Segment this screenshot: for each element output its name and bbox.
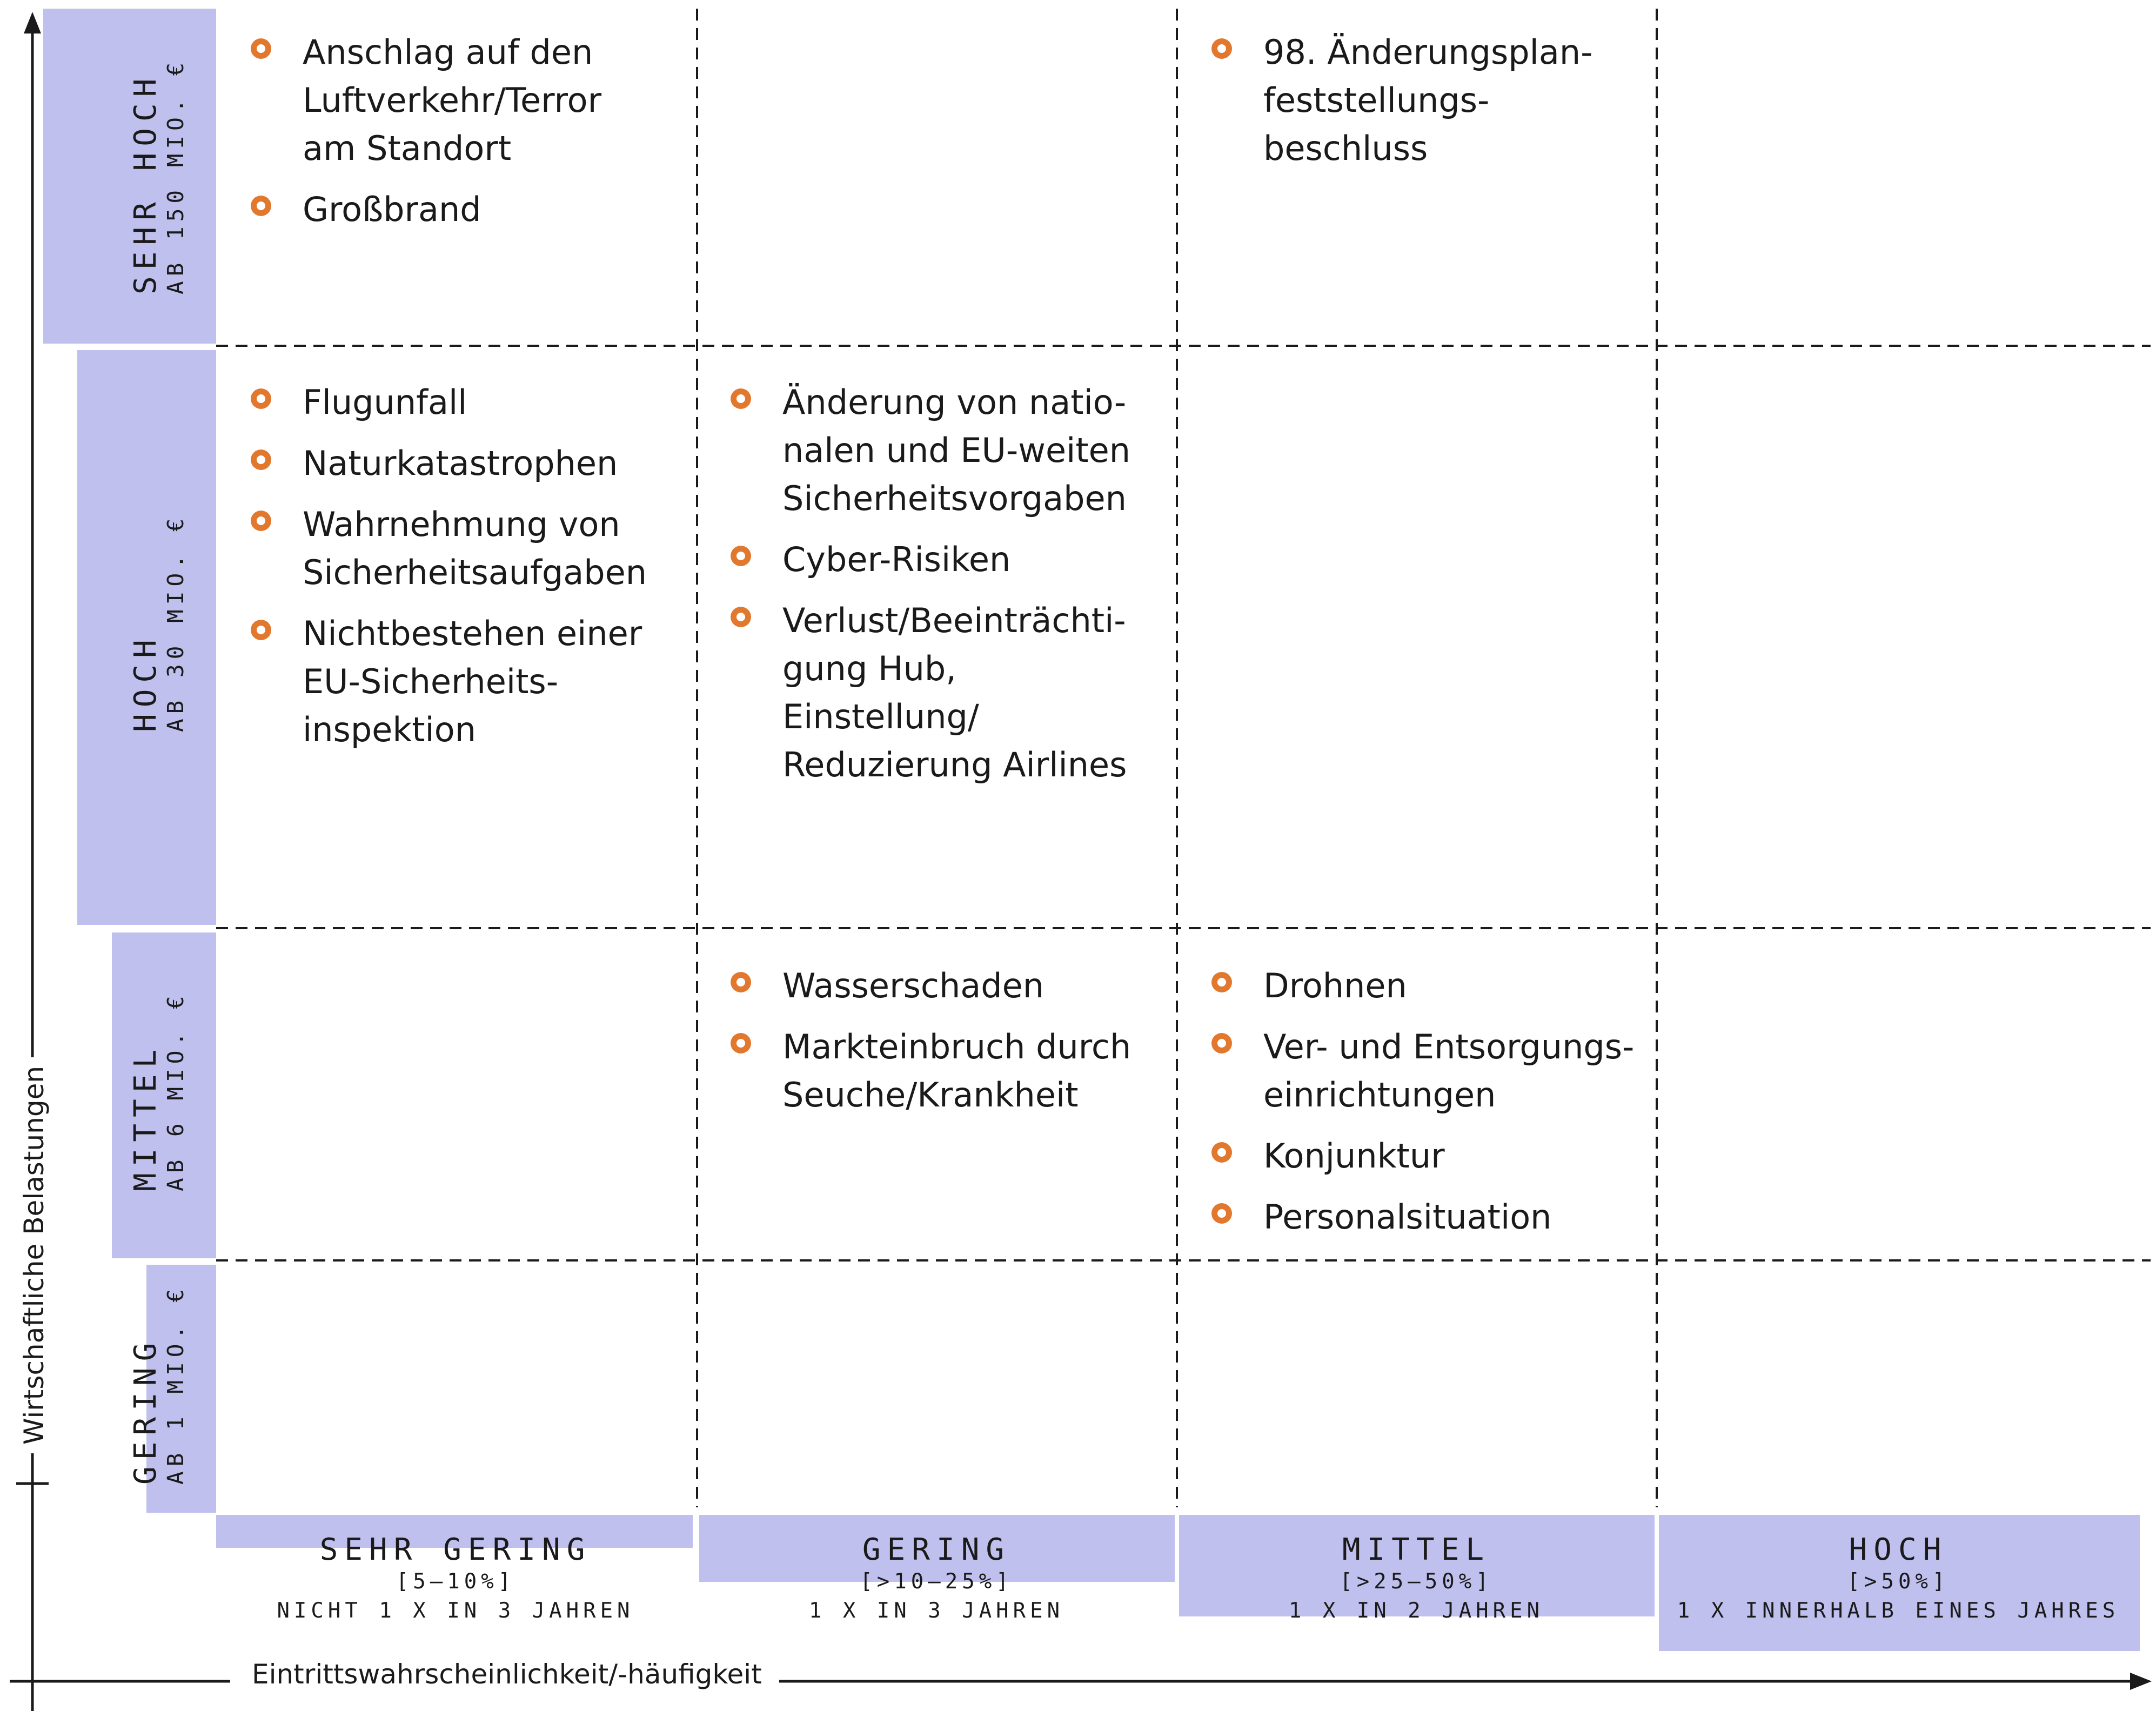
y-level-amount: AB 1 MIO. € — [163, 1284, 189, 1485]
risk-item-label: Konjunktur — [1263, 1136, 1445, 1176]
bullet-icon — [1211, 38, 1232, 59]
x-label-hoch: HOCH [>50%] 1 X INNERHALB EINES JAHRES — [1659, 1532, 2138, 1626]
y-bar-sehr-hoch — [43, 9, 216, 344]
bullet-icon — [251, 38, 271, 59]
risk-item: Cyber-Risiken — [731, 535, 1163, 583]
y-label-gering: GERING AB 1 MIO. € — [128, 1284, 189, 1485]
y-bar-gering — [146, 1265, 216, 1513]
risk-item: Drohnen — [1211, 962, 1644, 1010]
bullet-icon — [251, 196, 271, 216]
x-level-name: MITTEL — [1342, 1532, 1491, 1567]
x-label-gering: GERING [>10—25%] 1 X IN 3 JAHREN — [697, 1532, 1176, 1626]
y-label-sehr-hoch: SEHR HOCH AB 150 MIO. € — [128, 58, 189, 294]
risk-item: 98. Änderungsplan- feststellungs- beschl… — [1211, 28, 1644, 172]
x-level-percent: [>10—25%] — [860, 1569, 1013, 1594]
x-axis-arrowhead — [2130, 1673, 2152, 1690]
x-level-name: HOCH — [1849, 1532, 1948, 1567]
risk-item-label: Verlust/Beeinträchti- gung Hub, Einstell… — [782, 601, 1127, 784]
x-level-percent: [>50%] — [1847, 1569, 1950, 1594]
bullet-icon — [731, 972, 751, 992]
y-level-amount: AB 6 MIO. € — [163, 991, 189, 1191]
y-level-name: SEHR HOCH — [128, 72, 163, 294]
cell-hoch-gering: Änderung von natio- nalen und EU-weiten … — [731, 378, 1163, 802]
risk-item: Nichtbestehen einer EU-Sicherheits- insp… — [251, 609, 683, 754]
y-label-hoch: HOCH AB 30 MIO. € — [128, 513, 189, 732]
risk-item: Großbrand — [251, 185, 683, 233]
risk-item: Wahrnehmung von Sicherheitsaufgaben — [251, 500, 683, 596]
risk-item-label: Großbrand — [303, 190, 481, 229]
risk-item: Verlust/Beeinträchti- gung Hub, Einstell… — [731, 596, 1163, 789]
x-level-frequency: NICHT 1 X IN 3 JAHREN — [277, 1599, 634, 1623]
x-label-mittel: MITTEL [>25—50%] 1 X IN 2 JAHREN — [1177, 1532, 1656, 1626]
x-level-name: SEHR GERING — [319, 1532, 592, 1567]
cell-mittel-mittel: Drohnen Ver- und Entsorgungs- einrichtun… — [1211, 962, 1644, 1254]
bullet-icon — [731, 546, 751, 566]
y-level-name: HOCH — [128, 633, 163, 732]
y-bar-mittel — [112, 932, 216, 1258]
risk-item-label: Markteinbruch durch Seuche/Krankheit — [782, 1027, 1131, 1115]
x-level-percent: [>25—50%] — [1340, 1569, 1493, 1594]
risk-item-label: Nichtbestehen einer EU-Sicherheits- insp… — [303, 614, 642, 749]
risk-item-label: Änderung von natio- nalen und EU-weiten … — [782, 383, 1131, 518]
y-label-mittel: MITTEL AB 6 MIO. € — [128, 991, 189, 1191]
bullet-icon — [1211, 1142, 1232, 1163]
x-level-frequency: 1 X IN 3 JAHREN — [808, 1599, 1064, 1623]
risk-item-label: Wahrnehmung von Sicherheitsaufgaben — [303, 505, 647, 592]
y-level-name: GERING — [128, 1336, 163, 1485]
y-axis-arrowhead — [24, 12, 41, 33]
x-level-percent: [5—10%] — [396, 1569, 515, 1594]
risk-item-label: Ver- und Entsorgungs- einrichtungen — [1263, 1027, 1635, 1115]
risk-item: Änderung von natio- nalen und EU-weiten … — [731, 378, 1163, 522]
x-level-name: GERING — [862, 1532, 1011, 1567]
x-label-sehr-gering: SEHR GERING [5—10%] NICHT 1 X IN 3 JAHRE… — [216, 1532, 695, 1626]
y-axis-title: Wirtschaftliche Belastungen — [18, 1057, 50, 1453]
risk-item-label: Anschlag auf den Luftverkehr/Terror am S… — [303, 32, 602, 168]
risk-item-label: 98. Änderungsplan- feststellungs- beschl… — [1263, 32, 1593, 168]
cell-hoch-sehr-gering: Flugunfall Naturkatastrophen Wahrnehmung… — [251, 378, 683, 767]
bullet-icon — [251, 511, 271, 531]
risk-item: Flugunfall — [251, 378, 683, 426]
bullet-icon — [251, 449, 271, 470]
x-bar-sehr-gering — [216, 1515, 693, 1548]
bullet-icon — [731, 607, 751, 627]
x-bar-hoch — [1659, 1515, 2140, 1651]
bullet-icon — [251, 388, 271, 409]
risk-item-label: Wasserschaden — [782, 966, 1044, 1005]
risk-item-label: Personalsituation — [1263, 1197, 1552, 1237]
x-axis-title: Eintrittswahrscheinlichkeit/-häufigkeit — [230, 1659, 779, 1690]
x-bar-gering — [699, 1515, 1175, 1582]
bullet-icon — [251, 620, 271, 640]
risk-item: Personalsituation — [1211, 1193, 1644, 1241]
bullet-icon — [731, 1033, 751, 1054]
bullet-icon — [731, 388, 751, 409]
risk-item: Naturkatastrophen — [251, 439, 683, 487]
risk-item: Konjunktur — [1211, 1132, 1644, 1180]
bullet-icon — [1211, 1203, 1232, 1224]
grid-lines — [216, 9, 2151, 1507]
risk-item-label: Drohnen — [1263, 966, 1407, 1005]
risk-item: Markteinbruch durch Seuche/Krankheit — [731, 1023, 1163, 1119]
x-level-frequency: 1 X IN 2 JAHREN — [1288, 1599, 1544, 1623]
x-level-frequency: 1 X INNERHALB EINES JAHRES — [1677, 1599, 2120, 1623]
risk-item-label: Cyber-Risiken — [782, 540, 1011, 579]
y-level-amount: AB 150 MIO. € — [163, 58, 189, 294]
cell-sehr-hoch-sehr-gering: Anschlag auf den Luftverkehr/Terror am S… — [251, 28, 683, 246]
risk-item: Ver- und Entsorgungs- einrichtungen — [1211, 1023, 1644, 1119]
risk-item-label: Flugunfall — [303, 383, 467, 422]
bullet-icon — [1211, 1033, 1232, 1054]
y-level-name: MITTEL — [128, 1043, 163, 1191]
risk-item: Wasserschaden — [731, 962, 1163, 1010]
bullet-icon — [1211, 972, 1232, 992]
cell-sehr-hoch-mittel: 98. Änderungsplan- feststellungs- beschl… — [1211, 28, 1644, 185]
risk-item-label: Naturkatastrophen — [303, 444, 618, 483]
cell-mittel-gering: Wasserschaden Markteinbruch durch Seuche… — [731, 962, 1163, 1132]
x-bar-mittel — [1179, 1515, 1655, 1616]
risk-item: Anschlag auf den Luftverkehr/Terror am S… — [251, 28, 683, 172]
y-bar-hoch — [77, 350, 216, 925]
y-level-amount: AB 30 MIO. € — [163, 513, 189, 732]
